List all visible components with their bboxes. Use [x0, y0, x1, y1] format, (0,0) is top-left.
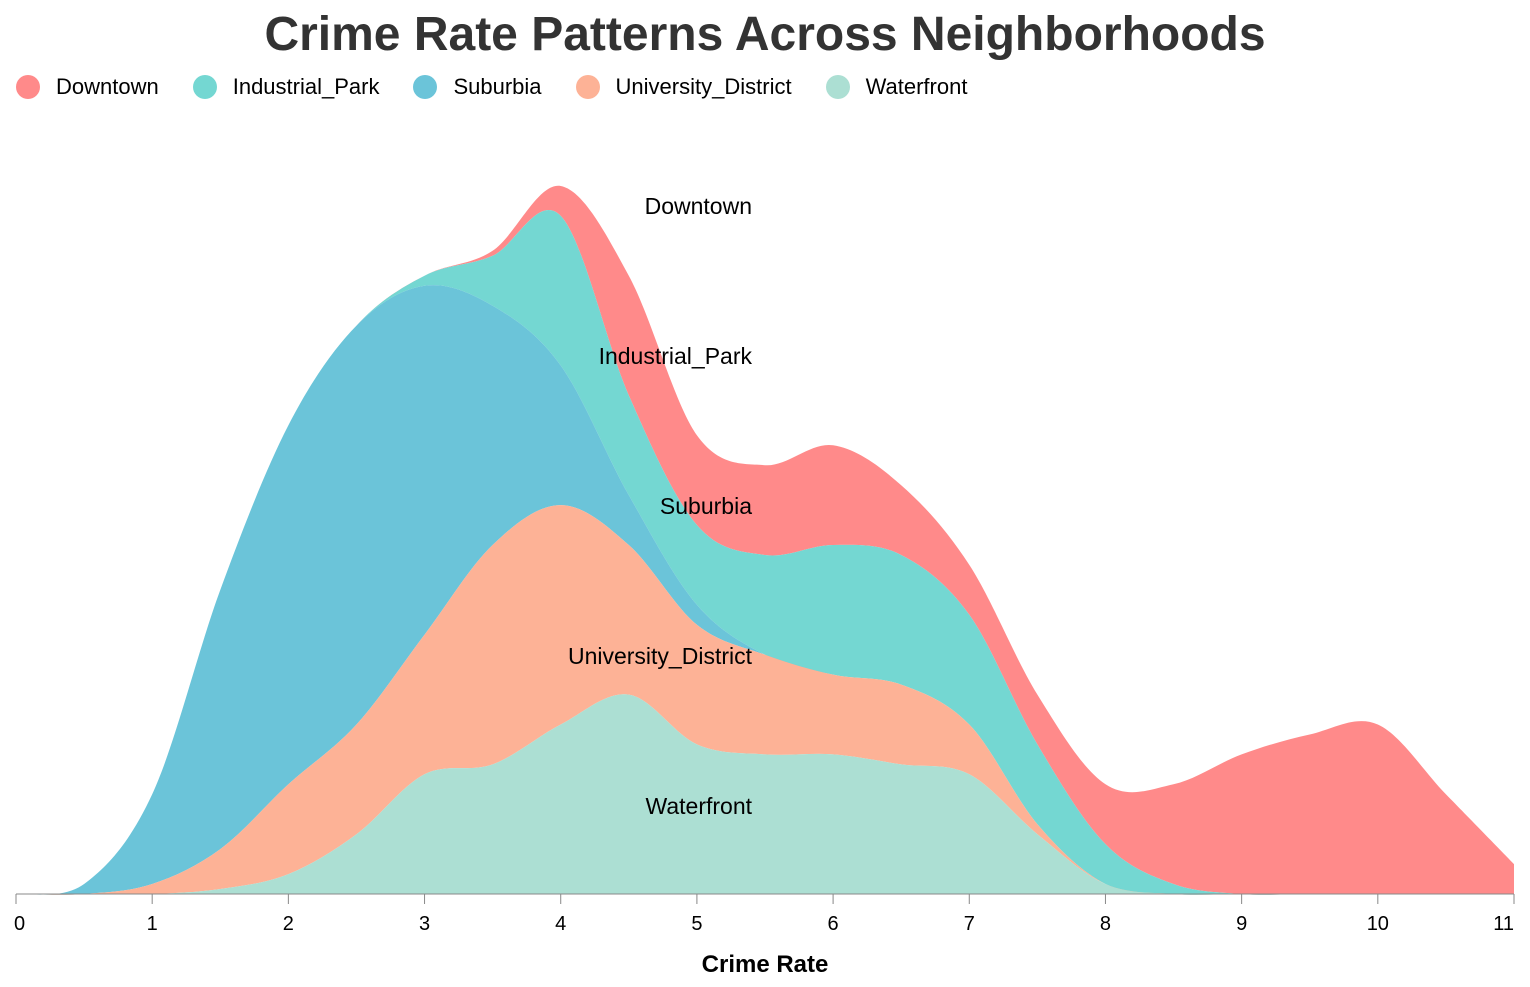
series-label-layer: Downtown Industrial_Park Suburbia Universit…: [568, 193, 753, 819]
legend-item-university-district[interactable]: University_District: [575, 74, 792, 100]
x-tick-label: 10: [1367, 913, 1389, 935]
x-tick-label: 4: [555, 913, 566, 935]
legend-label-downtown: Downtown: [56, 74, 159, 99]
legend-swatch-university-district: [575, 75, 600, 99]
legend-label-university-district: University_District: [615, 74, 792, 99]
series-label-industrial-park: Industrial_Park: [599, 343, 753, 369]
legend-swatch-waterfront: [825, 75, 850, 99]
area-suburbia[interactable]: [16, 285, 1514, 895]
area-waterfront[interactable]: [16, 694, 1514, 895]
legend-item-waterfront[interactable]: Waterfront: [825, 74, 968, 100]
chart-title: Crime Rate Patterns Across Neighborhoods: [264, 8, 1266, 61]
legend-item-industrial-park[interactable]: Industrial_Park: [192, 74, 380, 100]
legend-swatch-downtown: [16, 75, 40, 99]
legend-label-suburbia: Suburbia: [453, 74, 542, 99]
area-downtown[interactable]: [16, 185, 1514, 895]
series-label-waterfront: Waterfront: [645, 793, 752, 819]
x-tick-label: 2: [283, 913, 294, 935]
x-tick-label: 8: [1100, 913, 1111, 935]
x-tick-label: 9: [1236, 913, 1247, 935]
series-label-suburbia: Suburbia: [660, 493, 752, 519]
legend-label-waterfront: Waterfront: [865, 74, 968, 99]
legend-swatch-industrial-park: [192, 75, 217, 99]
x-tick-label: 1: [147, 913, 158, 935]
legend-label-industrial-park: Industrial_Park: [232, 74, 380, 99]
x-tick-label: 6: [828, 913, 839, 935]
x-tick-label: 3: [419, 913, 430, 935]
legend-item-suburbia[interactable]: Suburbia: [413, 74, 542, 100]
area-university-district[interactable]: [16, 505, 1514, 895]
legend-swatch-suburbia: [413, 75, 438, 99]
series-label-downtown: Downtown: [645, 193, 752, 219]
x-tick-label: 0: [14, 913, 25, 935]
x-tick-label: 11: [1493, 913, 1514, 935]
series-label-university-district: University_District: [568, 643, 753, 669]
legend: Downtown Industrial_Park Suburbia Univer…: [16, 72, 1001, 102]
x-axis: 0 1 2 3 4 5 6 7 8 9 10 11: [14, 893, 1515, 935]
legend-item-downtown[interactable]: Downtown: [16, 74, 159, 100]
x-axis-title: Crime Rate: [702, 951, 829, 978]
x-tick-label: 5: [691, 913, 702, 935]
x-tick-label: 7: [964, 913, 975, 935]
area-layer: [16, 185, 1514, 895]
